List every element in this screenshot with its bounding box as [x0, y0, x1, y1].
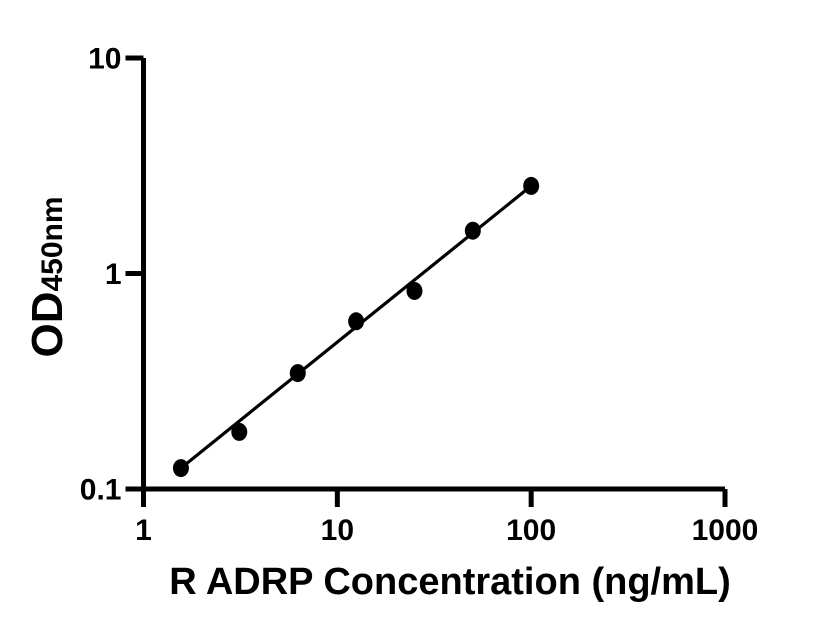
data-point [464, 221, 481, 240]
y-axis-title-main: OD [23, 291, 72, 358]
y-tick-label: 1 [105, 258, 122, 291]
data-point [348, 312, 365, 331]
data-point [231, 422, 248, 441]
x-tick-label: 100 [506, 514, 556, 547]
x-tick-label: 10 [321, 514, 354, 547]
y-axis-title: OD450nm [23, 196, 72, 358]
data-point [172, 459, 189, 478]
data-point [523, 176, 540, 195]
y-tick-label: 10 [88, 43, 121, 76]
y-tick-label: 0.1 [80, 474, 122, 507]
x-tick-label: 1000 [692, 514, 759, 547]
data-point [406, 281, 423, 300]
y-axis-title-subscript: 450nm [36, 196, 69, 292]
x-tick-label: 1 [135, 514, 152, 547]
data-point [289, 364, 306, 383]
axis-lines [141, 58, 725, 492]
x-axis-title: R ADRP Concentration (ng/mL) [169, 561, 731, 603]
